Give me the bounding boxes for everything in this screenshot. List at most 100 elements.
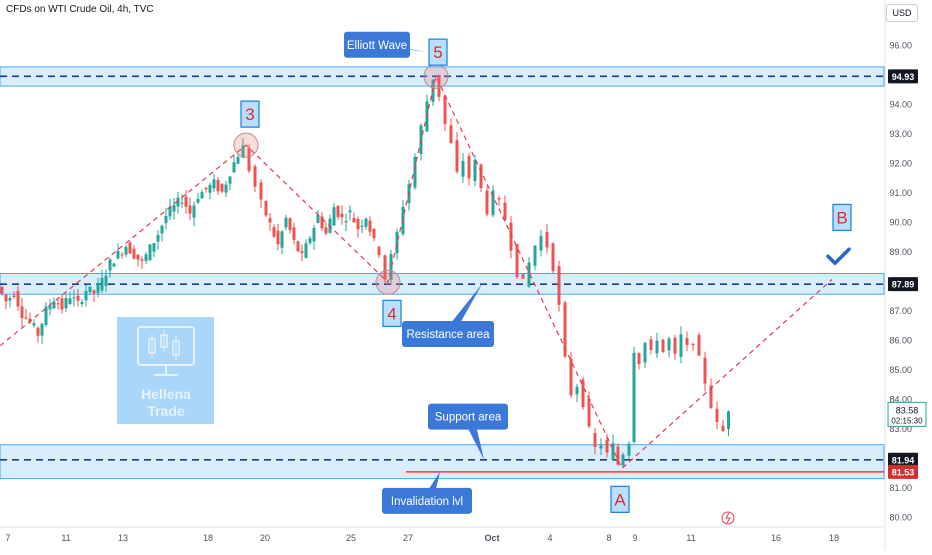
price-tick-label: 85.00 bbox=[889, 365, 912, 375]
candle-body bbox=[709, 385, 713, 408]
callout-box bbox=[344, 31, 410, 58]
wave-pivot-circle bbox=[233, 132, 259, 158]
candle-body bbox=[312, 227, 316, 242]
candle-body bbox=[703, 357, 707, 384]
candle-body bbox=[455, 140, 459, 172]
candle-body bbox=[721, 425, 725, 432]
candle-body bbox=[120, 254, 124, 256]
candle-body bbox=[679, 334, 683, 357]
candle-body bbox=[563, 302, 567, 357]
candle-body bbox=[220, 183, 224, 192]
price-level-badge bbox=[888, 464, 918, 479]
resistance-zone bbox=[0, 273, 885, 295]
candle-body bbox=[539, 235, 543, 251]
candle-body bbox=[56, 303, 60, 305]
wave-pivot-circle bbox=[375, 269, 401, 295]
candle-body bbox=[68, 298, 72, 305]
candle-body bbox=[60, 298, 64, 310]
candle-body bbox=[132, 248, 136, 259]
candle-body bbox=[216, 180, 220, 192]
candle-body bbox=[352, 217, 356, 223]
candle-body bbox=[533, 245, 537, 266]
candle-body bbox=[76, 295, 80, 301]
price-level-value: 81.53 bbox=[892, 467, 915, 477]
candle-body bbox=[621, 454, 625, 466]
candle-body bbox=[599, 445, 603, 449]
candle-body bbox=[176, 197, 180, 207]
time-tick-label: 18 bbox=[829, 533, 839, 543]
logo-candle-body bbox=[160, 334, 168, 348]
price-tick-label: 84.00 bbox=[889, 394, 912, 404]
candle-body bbox=[304, 243, 308, 258]
callout-text: Invalidation lvl bbox=[391, 496, 463, 508]
candle-body bbox=[449, 125, 453, 144]
candle-body bbox=[383, 255, 387, 280]
candle-body bbox=[80, 302, 84, 304]
candle-body bbox=[715, 408, 719, 422]
candle-body bbox=[479, 164, 483, 189]
candle-body bbox=[268, 218, 272, 223]
candle-body bbox=[627, 443, 631, 456]
candle-body bbox=[88, 286, 92, 293]
candle-body bbox=[545, 231, 549, 248]
candle-body bbox=[24, 317, 28, 319]
candle-body bbox=[308, 238, 312, 243]
candle-body bbox=[84, 290, 88, 301]
time-tick-label: 9 bbox=[632, 533, 637, 543]
price-level-badge bbox=[888, 69, 918, 84]
wave-label-a: A bbox=[614, 490, 626, 509]
candle-body bbox=[264, 201, 268, 216]
candle-body bbox=[64, 298, 68, 309]
candle-body bbox=[509, 222, 513, 251]
candle-body bbox=[673, 337, 677, 354]
candle-body bbox=[48, 305, 52, 310]
candle-body bbox=[72, 297, 76, 299]
logo-text-line1: Hellena bbox=[141, 386, 191, 402]
candle-body bbox=[136, 254, 140, 260]
candle-body bbox=[324, 227, 328, 234]
candle-body bbox=[116, 250, 120, 259]
candle-body bbox=[224, 184, 228, 193]
candle-body bbox=[100, 277, 104, 291]
price-tick-label: 91.00 bbox=[889, 188, 912, 198]
candle-body bbox=[551, 243, 555, 272]
time-tick-label: 13 bbox=[118, 533, 128, 543]
candle-body bbox=[208, 184, 212, 193]
candle-body bbox=[156, 234, 160, 242]
price-tick-label: 80.00 bbox=[889, 513, 912, 523]
candle-body bbox=[160, 225, 164, 234]
candle-body bbox=[685, 338, 689, 345]
time-tick-label: 11 bbox=[686, 533, 695, 543]
currency-button[interactable]: USD bbox=[886, 4, 918, 22]
candle-body bbox=[172, 205, 176, 212]
time-tick-label: 20 bbox=[260, 533, 270, 543]
candle-body bbox=[108, 259, 112, 271]
candle-body bbox=[632, 352, 636, 442]
candle-body bbox=[497, 197, 501, 200]
symbol-title: CFDs on WTI Crude Oil, 4h, TVC bbox=[6, 4, 154, 15]
candle-body bbox=[180, 202, 184, 204]
candle-body bbox=[212, 179, 216, 189]
candle-body bbox=[527, 262, 531, 287]
candle-body bbox=[259, 182, 263, 200]
candle-body bbox=[368, 220, 372, 232]
candle-body bbox=[0, 286, 4, 294]
candle-body bbox=[655, 340, 659, 354]
price-tick-label: 92.00 bbox=[889, 158, 912, 168]
candle-body bbox=[36, 327, 40, 336]
candle-body bbox=[253, 166, 257, 187]
candle-body bbox=[356, 219, 360, 230]
candle-body bbox=[92, 290, 96, 294]
candle-body bbox=[364, 218, 368, 227]
wave-pivot-circle bbox=[423, 63, 449, 89]
callout-pointer bbox=[462, 416, 484, 460]
candle-body bbox=[52, 301, 56, 309]
candle-body bbox=[276, 230, 280, 245]
candle-body bbox=[473, 159, 477, 181]
candle-body bbox=[593, 433, 597, 448]
candle-body bbox=[413, 156, 417, 188]
candle-body bbox=[200, 192, 204, 199]
candle-body bbox=[320, 216, 324, 229]
